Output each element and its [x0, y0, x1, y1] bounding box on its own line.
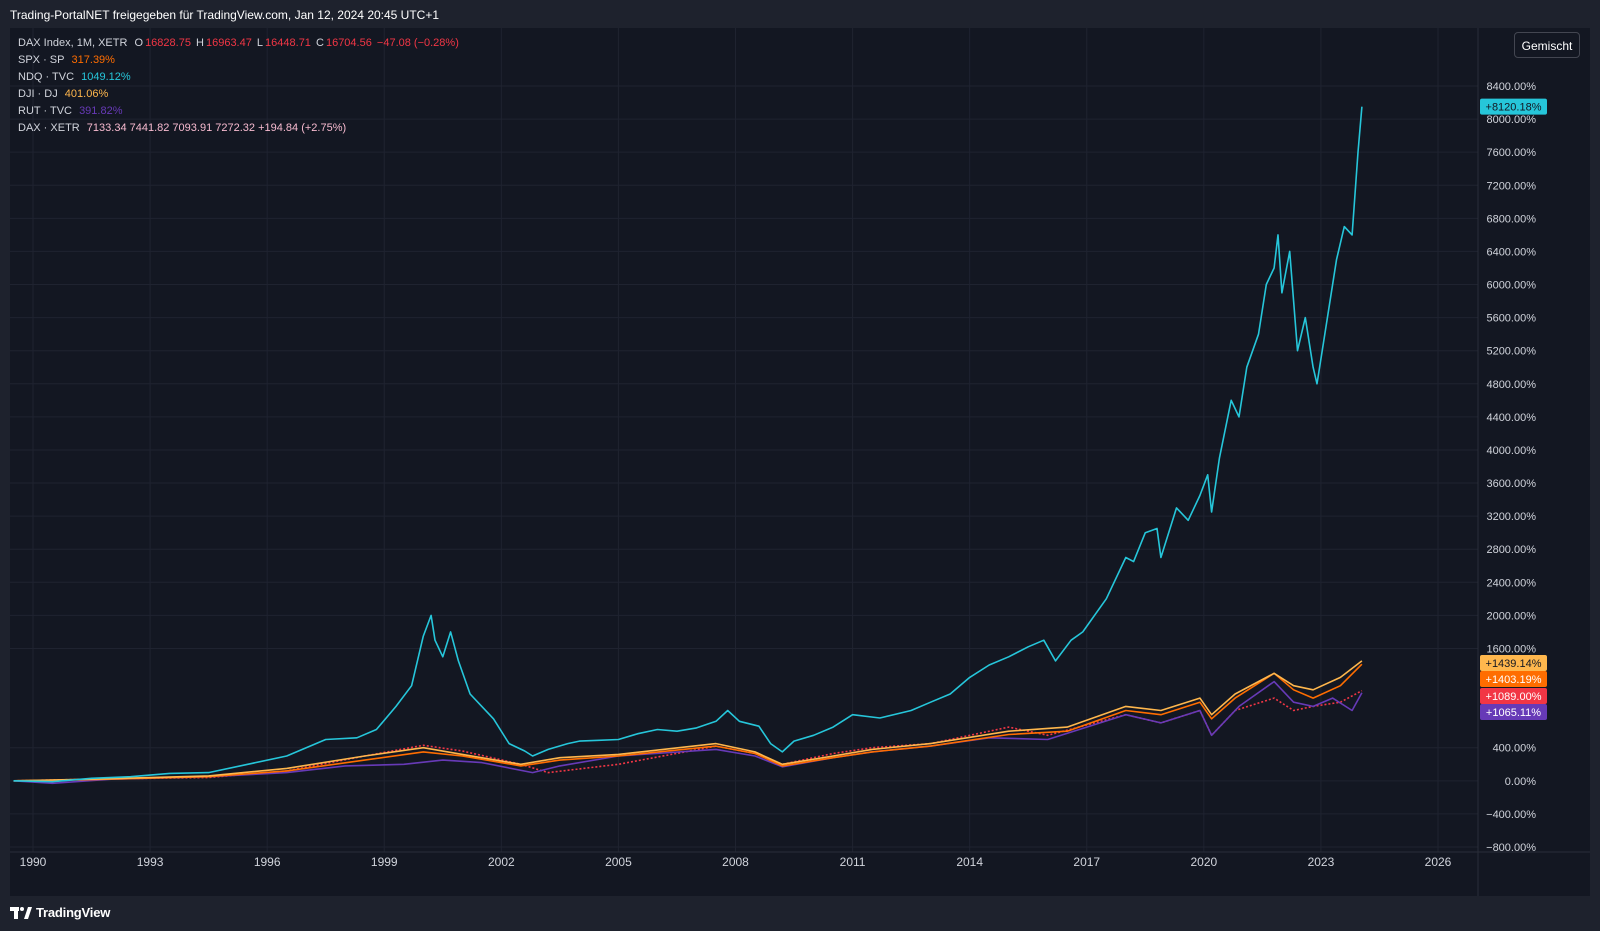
legend-dax-values: 7133.34 7441.82 7093.91 7272.32 +194.84 …: [86, 122, 347, 134]
x-tick-label: 2017: [1073, 855, 1100, 869]
legend-item-dax[interactable]: DAX · XETR 7133.34 7441.82 7093.91 7272.…: [18, 120, 461, 137]
y-tick-label: 5200.00%: [1486, 346, 1536, 358]
last-value-text: +1439.14%: [1486, 658, 1542, 670]
legend-item-value: 317.39%: [71, 54, 115, 66]
series-line-ndq: [13, 106, 1363, 783]
last-value-badge: [1480, 655, 1547, 671]
legend-item-name: DJI · DJ: [18, 88, 58, 100]
legend-item-name: SPX · SP: [18, 54, 65, 66]
legend-c-label: C: [316, 37, 324, 49]
legend-l-value: 16448.71: [265, 37, 311, 49]
y-tick-label: 7200.00%: [1486, 180, 1536, 192]
y-tick-label: −800.00%: [1486, 842, 1536, 854]
legend-item-name: DAX · XETR: [18, 122, 80, 134]
legend-item-name: NDQ · TVC: [18, 71, 75, 83]
last-value-badge: [1480, 671, 1547, 687]
x-tick-label: 2011: [840, 855, 866, 869]
x-tick-label: 2026: [1425, 855, 1452, 869]
scale-mode-button[interactable]: Gemischt: [1514, 32, 1580, 58]
tradingview-brand: TradingView: [36, 905, 111, 920]
y-tick-label: 400.00%: [1493, 743, 1537, 755]
x-tick-label: 1996: [254, 855, 281, 869]
y-tick-label: −400.00%: [1486, 809, 1536, 821]
last-value-badge: [1480, 704, 1547, 720]
y-tick-label: 8000.00%: [1486, 114, 1536, 126]
last-value-labels: +8120.18% +1439.14% +1403.19% +1089.00% +106…: [1480, 98, 1547, 720]
header-bar: Trading-PortalNET freigegeben für Tradin…: [0, 0, 1600, 28]
y-tick-label: 8400.00%: [1486, 81, 1536, 93]
series-line-dax: [13, 689, 1363, 782]
y-axis: 8400.00% 8000.00% 7600.00% 7200.00% 6800.00%…: [1486, 81, 1536, 854]
x-tick-label: 1999: [371, 855, 398, 869]
y-tick-label: 6000.00%: [1486, 280, 1536, 292]
series-layer: [13, 106, 1363, 785]
x-tick-label: 2005: [605, 855, 632, 869]
legend-item-ndq[interactable]: NDQ · TVC 1049.12%: [18, 69, 461, 86]
y-tick-label: 3200.00%: [1486, 511, 1536, 523]
y-tick-label: 5600.00%: [1486, 313, 1536, 325]
last-value-text: +1089.00%: [1486, 691, 1542, 703]
last-value-label: +1065.11%: [1480, 704, 1547, 720]
y-tick-label: 0.00%: [1505, 776, 1536, 788]
legend-h-label: H: [196, 37, 204, 49]
series-line-spx: [13, 663, 1363, 782]
y-tick-label: 2000.00%: [1486, 610, 1536, 622]
legend-change: −47.08 (−0.28%): [376, 37, 459, 49]
series-line-rut: [13, 680, 1363, 785]
y-tick-label: 4800.00%: [1486, 379, 1536, 391]
last-value-badge: [1480, 688, 1547, 704]
x-tick-label: 2014: [956, 855, 983, 869]
legend-item-spx[interactable]: SPX · SP 317.39%: [18, 52, 461, 69]
legend-item-rut[interactable]: RUT · TVC 391.82%: [18, 103, 461, 120]
y-tick-label: 4000.00%: [1486, 445, 1536, 457]
x-tick-label: 1993: [137, 855, 164, 869]
tradingview-logo[interactable]: TradingView: [10, 905, 110, 920]
series-line-dji: [13, 660, 1363, 782]
y-tick-label: 1600.00%: [1486, 643, 1536, 655]
chart-panel[interactable]: [10, 28, 1590, 896]
legend-l-label: L: [256, 37, 264, 49]
y-tick-label: 4400.00%: [1486, 412, 1536, 424]
legend-item-dji[interactable]: DJI · DJ 401.06%: [18, 86, 461, 103]
last-value-label: +1089.00%: [1480, 688, 1547, 704]
legend-c-value: 16704.56: [325, 37, 372, 49]
header-title: Trading-PortalNET freigegeben für Tradin…: [10, 8, 440, 22]
legend-main-name: DAX Index, 1M, XETR: [18, 37, 128, 49]
legend-o-label: O: [134, 37, 144, 49]
legend-main[interactable]: DAX Index, 1M, XETR O 16828.75 H 16963.47 …: [18, 35, 461, 52]
x-tick-label: 2023: [1308, 855, 1335, 869]
grid-layer: [10, 28, 1590, 896]
tradingview-logo-icon: [10, 906, 32, 919]
x-tick-label: 2020: [1190, 855, 1217, 869]
legend: DAX Index, 1M, XETR O 16828.75 H 16963.47 …: [18, 35, 461, 137]
y-tick-label: 7600.00%: [1486, 147, 1536, 159]
last-value-text: +1065.11%: [1486, 707, 1541, 719]
last-value-badge: [1480, 98, 1547, 115]
last-value-label: +1403.19%: [1480, 671, 1547, 687]
y-tick-label: 2800.00%: [1486, 544, 1536, 556]
last-value-label: +8120.18%: [1480, 98, 1547, 115]
y-tick-label: 6400.00%: [1486, 246, 1536, 258]
legend-item-value: 401.06%: [64, 88, 109, 100]
y-tick-label: 6800.00%: [1486, 213, 1536, 225]
y-tick-label: 3600.00%: [1486, 478, 1536, 490]
x-axis: 1990 1993 1996 1999 2002 2005 2008 2011 2014 2017…: [20, 855, 1452, 869]
footer-bar: [0, 896, 1600, 931]
last-value-text: +1403.19%: [1486, 674, 1542, 686]
y-tick-label: 2400.00%: [1486, 577, 1536, 589]
last-value-text: +8120.18%: [1486, 102, 1542, 114]
legend-o-value: 16828.75: [145, 37, 191, 49]
legend-item-name: RUT · TVC: [18, 105, 72, 117]
last-value-label: +1439.14%: [1480, 655, 1547, 671]
legend-item-value: 1049.12%: [81, 71, 131, 83]
x-tick-label: 2002: [488, 855, 515, 869]
legend-item-value: 391.82%: [79, 105, 123, 117]
legend-h-value: 16963.47: [205, 37, 252, 49]
x-tick-label: 2008: [722, 855, 749, 869]
x-tick-label: 1990: [20, 855, 47, 869]
